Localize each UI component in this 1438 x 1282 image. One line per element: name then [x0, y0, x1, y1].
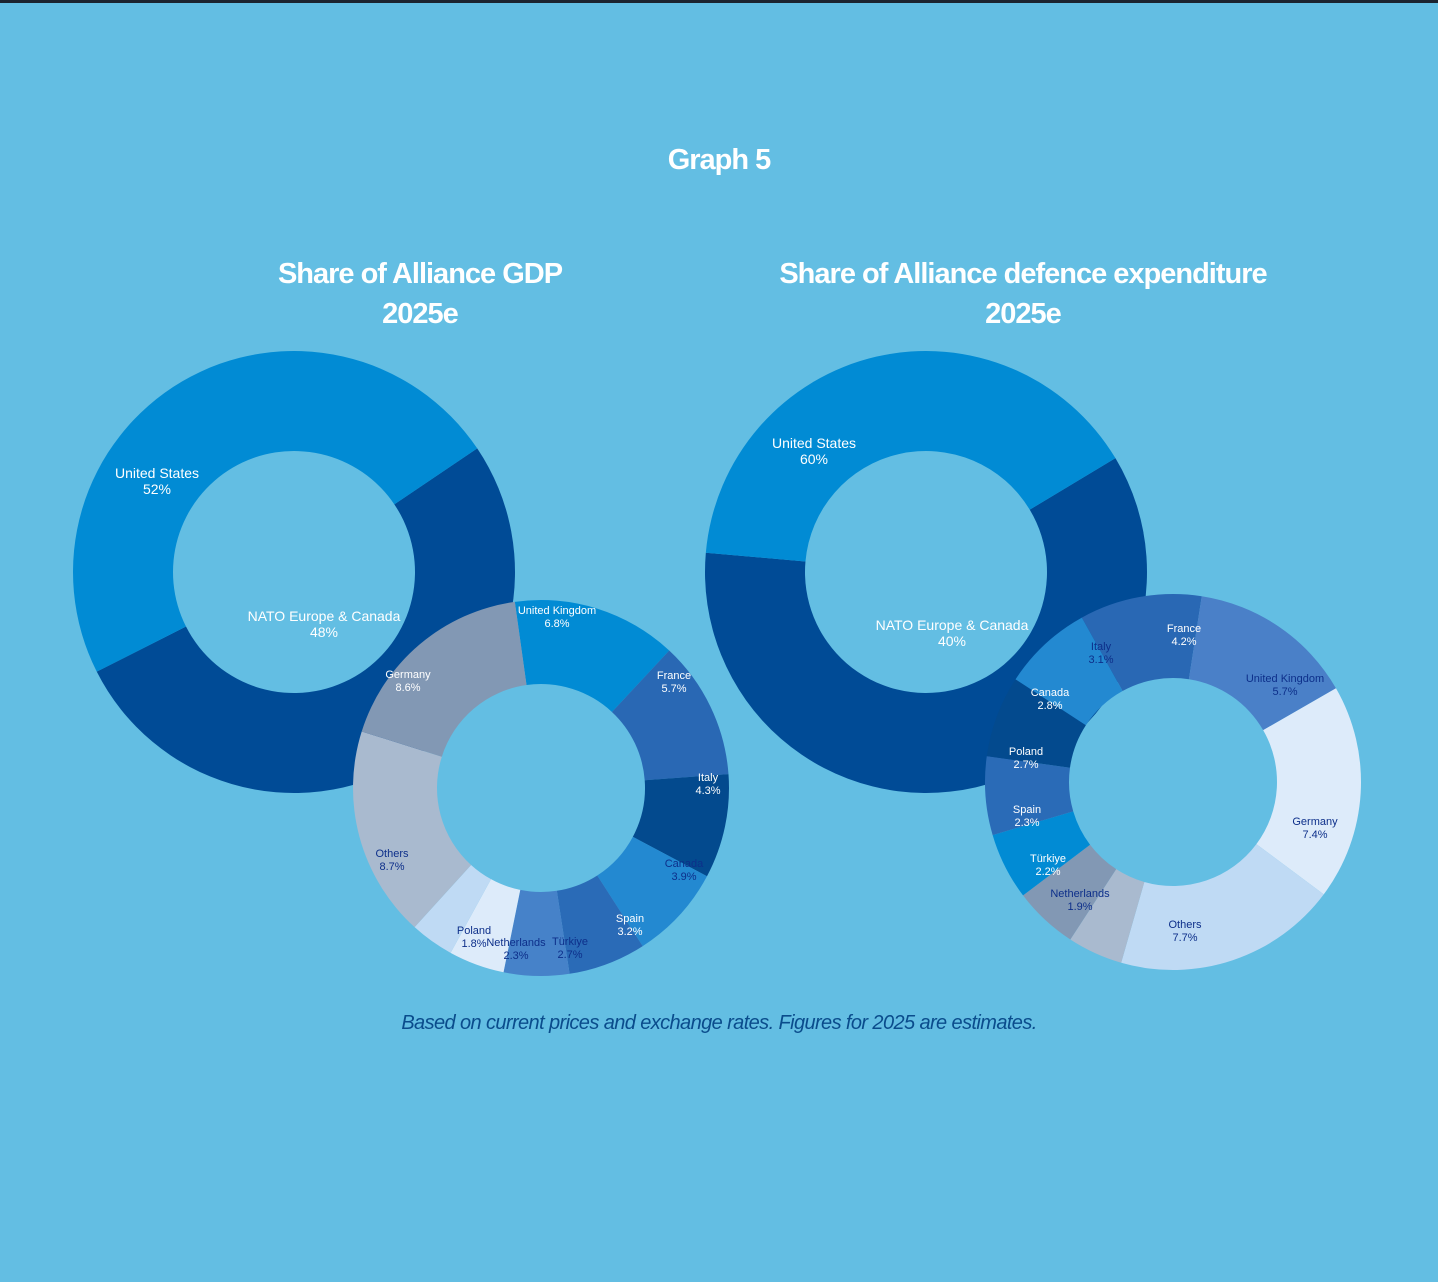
gdp-inner-slice-turkiye	[503, 889, 570, 976]
def-inner-slice-france	[1081, 594, 1202, 692]
def-inner-donut	[985, 594, 1361, 970]
gdp-inner-slice-france	[611, 650, 729, 781]
def-inner-slice-turkiye	[1023, 844, 1117, 940]
def-inner-slice-poland	[985, 756, 1074, 836]
gdp-inner-slice-canada	[597, 836, 707, 947]
gdp-outer-value-nato-europe-and-canada: 48%	[310, 624, 338, 640]
gdp-inner-slice-italy	[632, 774, 729, 877]
gdp-outer-label-united-states: United States	[115, 465, 199, 481]
def-inner-slice-germany	[1256, 688, 1361, 895]
def-inner-slice-united-kingdom	[1188, 596, 1336, 731]
def-inner-value-canada: 2.8%	[1037, 700, 1062, 712]
gdp-chart-subtitle: 2025e	[382, 298, 459, 330]
def-inner-label-germany: Germany	[1292, 816, 1338, 828]
def-outer-value-united-states: 60%	[800, 451, 828, 467]
def-inner-slice-italy	[1015, 617, 1123, 726]
def-inner-slice-spain	[992, 811, 1091, 896]
def-inner-value-turkiye: 2.2%	[1035, 866, 1060, 878]
gdp-inner-slice-poland	[414, 864, 491, 953]
def-inner-value-united-kingdom: 5.7%	[1272, 686, 1297, 698]
def-inner-value-others: 7.7%	[1172, 932, 1197, 944]
gdp-outer-value-united-states: 52%	[143, 481, 171, 497]
def-inner-value-france: 4.2%	[1171, 636, 1196, 648]
def-inner-value-germany: 7.4%	[1302, 829, 1327, 841]
gdp-inner-slice-others	[352, 731, 472, 928]
gdp-inner-value-germany: 8.6%	[395, 682, 420, 694]
gdp-inner-label-italy: Italy	[698, 772, 719, 784]
gdp-inner-value-italy: 4.3%	[695, 785, 720, 797]
gdp-inner-label-france: France	[657, 670, 691, 682]
gdp-inner-slice-germany	[361, 601, 527, 757]
gdp-inner-label-poland: Poland	[457, 925, 491, 937]
gdp-inner-value-others: 8.7%	[379, 861, 404, 873]
def-inner-slice-others	[1121, 844, 1324, 970]
def-outer-label-nato-europe-and-canada: NATO Europe & Canada	[876, 617, 1029, 633]
gdp-inner-value-turkiye: 2.7%	[557, 949, 582, 961]
gdp-inner-value-spain: 3.2%	[617, 926, 642, 938]
def-inner-label-poland: Poland	[1009, 746, 1043, 758]
def-inner-value-italy: 3.1%	[1088, 654, 1113, 666]
gdp-outer-label-nato-europe-and-canada: NATO Europe & Canada	[248, 608, 401, 624]
def-inner-label-turkiye: Türkiye	[1030, 853, 1066, 865]
def-outer-slice-nato-europe-and-canada	[705, 350, 1116, 562]
defence-chart-title-line: Share of Alliance defence expenditure	[779, 258, 1267, 290]
gdp-inner-label-canada: Canada	[665, 858, 704, 870]
def-inner-label-france: France	[1167, 623, 1201, 635]
def-inner-label-canada: Canada	[1031, 687, 1070, 699]
gdp-inner-label-others: Others	[375, 848, 409, 860]
defence-chart-title: Share of Alliance defence expenditure 20…	[773, 254, 1273, 334]
def-inner-label-others: Others	[1168, 919, 1202, 931]
def-inner-label-spain: Spain	[1013, 804, 1041, 816]
def-inner-label-italy: Italy	[1091, 641, 1112, 653]
def-outer-label-united-states: United States	[772, 435, 856, 451]
gdp-inner-label-netherlands: Netherlands	[486, 937, 546, 949]
def-inner-label-netherlands: Netherlands	[1050, 888, 1110, 900]
footnote: Based on current prices and exchange rat…	[401, 1012, 1037, 1034]
gdp-inner-value-netherlands: 2.3%	[503, 950, 528, 962]
gdp-chart-title-line: Share of Alliance GDP	[277, 258, 563, 290]
def-inner-label-united-kingdom: United Kingdom	[1246, 673, 1324, 685]
gdp-inner-value-france: 5.7%	[661, 683, 686, 695]
gdp-inner-label-spain: Spain	[616, 913, 644, 925]
gdp-inner-label-turkiye: Türkiye	[552, 936, 588, 948]
def-inner-value-poland: 2.7%	[1013, 759, 1038, 771]
gdp-inner-value-poland: 1.8%	[461, 938, 486, 950]
top-border	[0, 0, 1438, 3]
gdp-inner-label-germany: Germany	[385, 669, 431, 681]
def-inner-value-spain: 2.3%	[1014, 817, 1039, 829]
gdp-inner-slice-united-kingdom	[514, 600, 670, 712]
gdp-inner-label-united-kingdom: United Kingdom	[518, 605, 596, 617]
gdp-outer-slice-nato-europe-and-canada	[72, 350, 478, 672]
def-inner-slice-netherlands	[1070, 869, 1145, 963]
gdp-inner-value-united-kingdom: 6.8%	[544, 618, 569, 630]
gdp-chart-title: Share of Alliance GDP 2025e	[220, 254, 620, 334]
gdp-inner-value-canada: 3.9%	[671, 871, 696, 883]
graph-title: Graph 5	[667, 144, 772, 176]
def-inner-value-netherlands: 1.9%	[1067, 901, 1092, 913]
gdp-inner-slice-spain	[556, 875, 643, 974]
defence-chart-subtitle: 2025e	[985, 298, 1062, 330]
gdp-inner-donut	[352, 600, 729, 976]
def-inner-slice-canada	[986, 679, 1086, 768]
gdp-inner-slice-netherlands	[450, 879, 521, 973]
def-outer-value-nato-europe-and-canada: 40%	[938, 633, 966, 649]
